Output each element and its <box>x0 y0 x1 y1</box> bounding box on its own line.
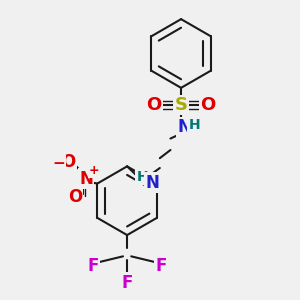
Text: +: + <box>89 164 100 177</box>
Text: N: N <box>79 169 93 188</box>
Text: O: O <box>200 96 216 114</box>
Text: F: F <box>87 257 98 275</box>
Text: F: F <box>156 257 167 275</box>
Text: H: H <box>188 118 200 132</box>
Text: O: O <box>68 188 82 206</box>
Text: F: F <box>122 274 133 292</box>
Text: O: O <box>146 96 162 114</box>
Text: N: N <box>177 118 191 136</box>
Text: H: H <box>137 170 148 184</box>
Text: S: S <box>175 96 188 114</box>
Text: N: N <box>146 174 159 192</box>
Text: −: − <box>52 156 65 171</box>
Text: O: O <box>61 153 75 171</box>
